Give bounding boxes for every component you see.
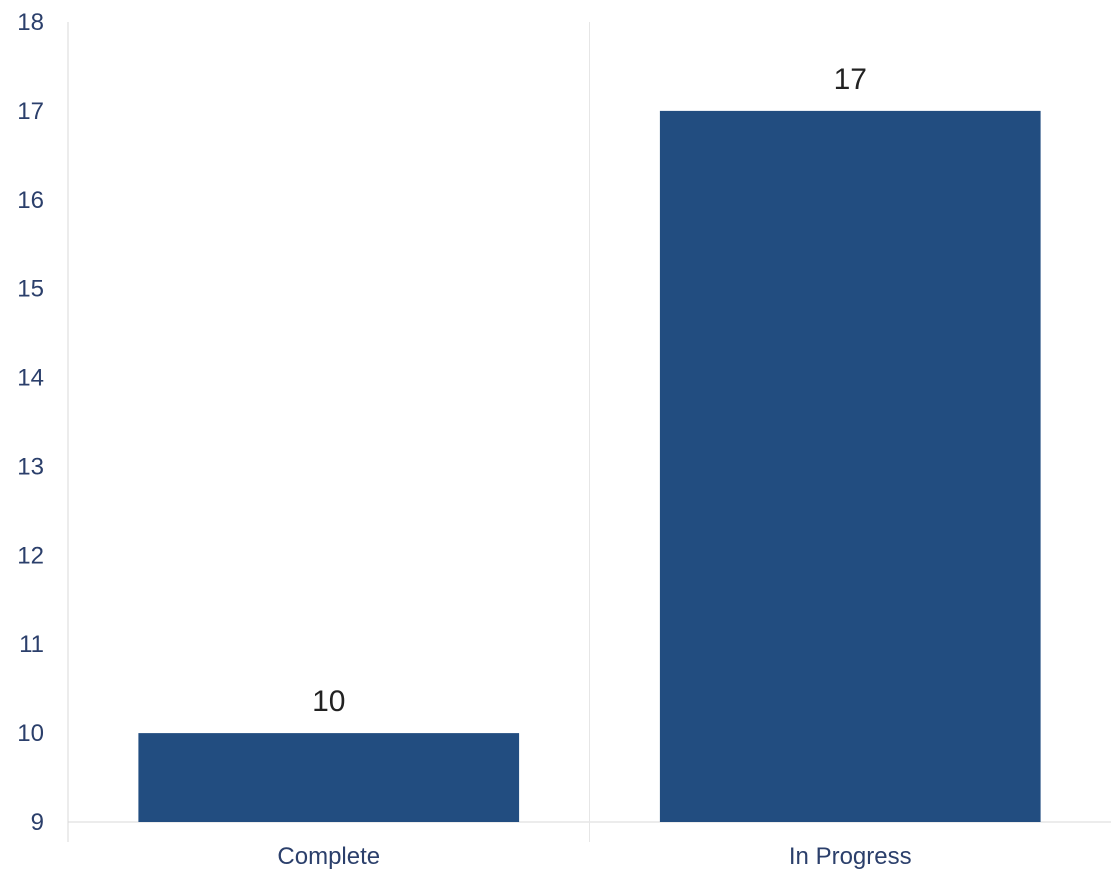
axis-layer: 9 10 11 12 13 14 15 16 17 18 [17,9,1111,842]
y-tick-label: 15 [17,276,44,303]
y-tick-label: 11 [19,631,44,658]
bar-in-progress[interactable] [659,110,1041,822]
x-tick-label: In Progress [789,843,912,870]
y-tick-label: 14 [17,365,44,392]
x-tick-label: Complete [277,843,380,870]
y-tick-label: 12 [17,542,44,569]
y-tick-label: 18 [17,9,44,36]
y-tick-label: 10 [17,720,44,747]
bar-complete[interactable] [138,733,520,822]
labels-layer: 10 Complete 17 In Progress [277,63,911,870]
bars-layer [138,110,1041,822]
y-tick-label: 17 [17,98,44,125]
y-tick-label: 16 [17,187,44,214]
y-tick-label: 13 [17,453,44,480]
data-label: 17 [834,63,867,96]
data-label: 10 [312,685,345,718]
y-tick-label: 9 [31,809,44,836]
